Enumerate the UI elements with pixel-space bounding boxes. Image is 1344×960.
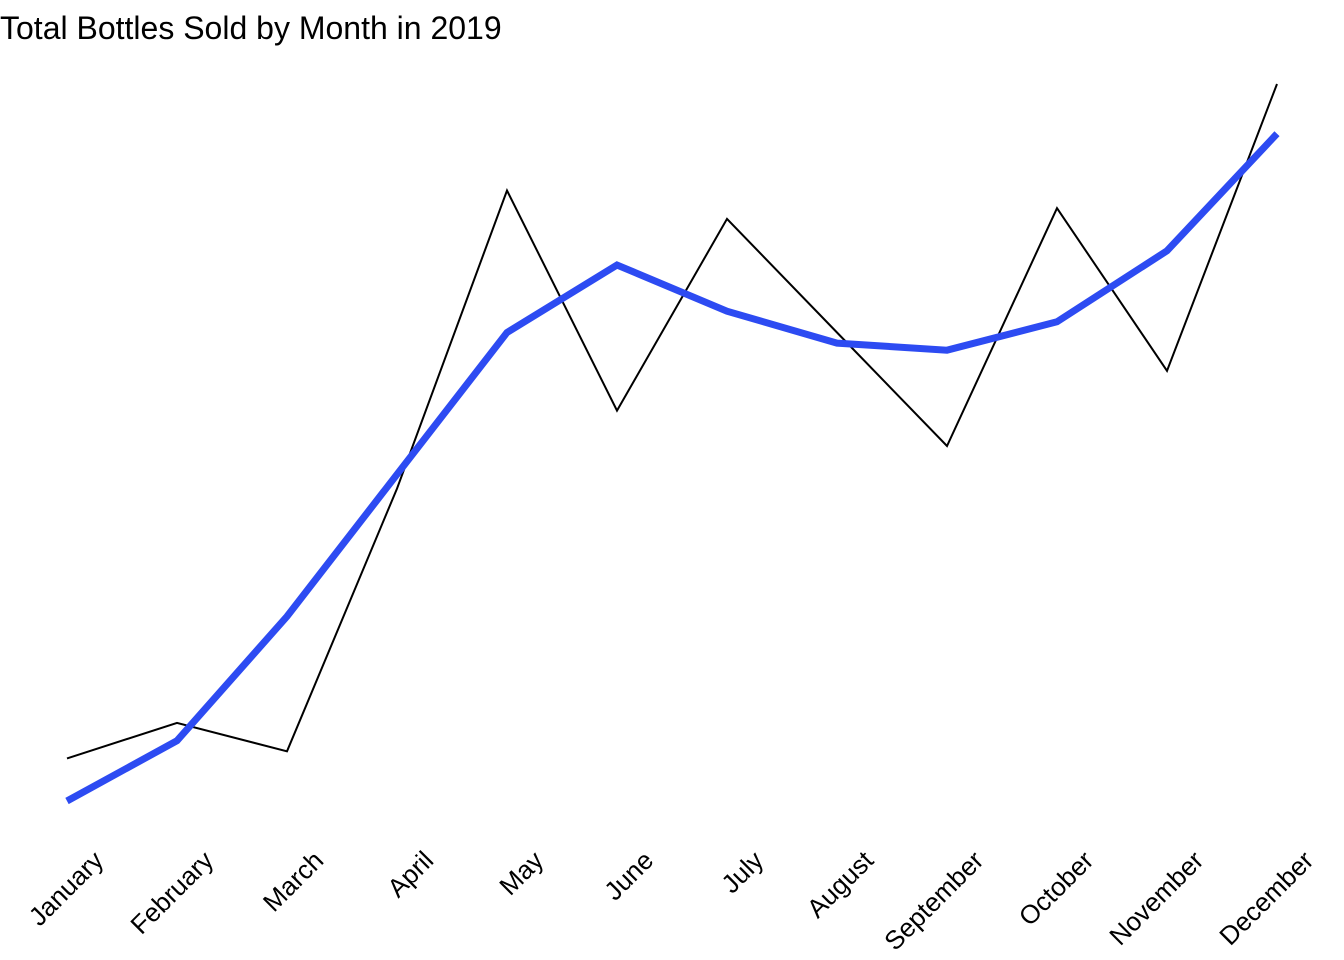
x-tick-label: March <box>257 845 329 917</box>
series-layer <box>65 83 1280 805</box>
x-tick-label: February <box>124 845 219 940</box>
x-axis-tick-labels: January February March April May June July Augu… <box>23 844 1320 956</box>
x-tick-label: January <box>23 845 110 932</box>
x-tick-label: May <box>493 845 549 901</box>
x-tick-label: April <box>381 845 439 903</box>
x-tick-label: July <box>715 845 769 899</box>
x-tick-label: October <box>1013 845 1100 932</box>
series-line-monthly <box>66 83 1278 760</box>
chart-title: Total Bottles Sold by Month in 2019 <box>0 10 502 46</box>
x-tick-label: June <box>598 845 659 906</box>
series-line-trend <box>65 131 1280 805</box>
x-tick-label: December <box>1213 845 1319 951</box>
x-tick-label: September <box>878 845 989 956</box>
x-tick-label: November <box>1103 845 1209 951</box>
x-tick-label: August <box>801 844 880 923</box>
